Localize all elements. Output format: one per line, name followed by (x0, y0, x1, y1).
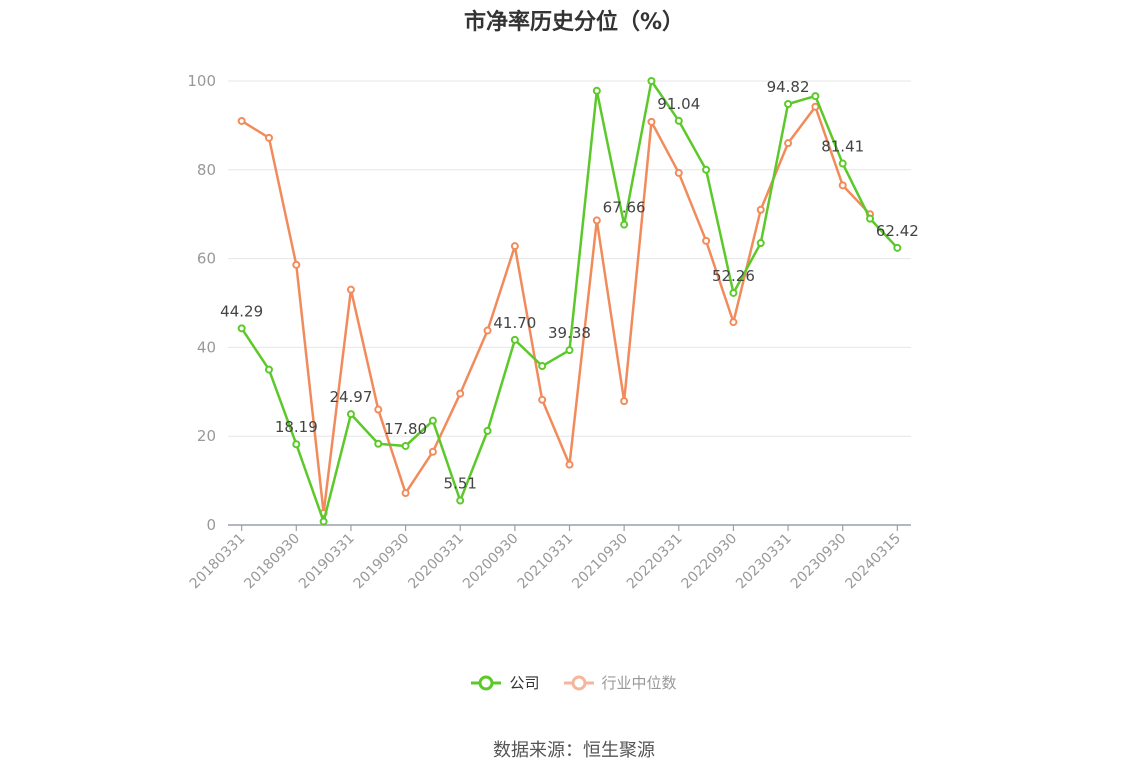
data-label: 67.66 (603, 199, 646, 217)
industry-data-point (456, 389, 465, 398)
company-data-point (866, 214, 875, 223)
company-data-point (237, 324, 246, 333)
company-data-point (401, 441, 410, 450)
x-tick-label: 20220331 (624, 531, 686, 593)
y-tick-label: 60 (197, 250, 216, 268)
data-label: 41.70 (493, 314, 536, 332)
company-data-point (893, 243, 902, 252)
legend-item-company[interactable]: 公司 (471, 672, 540, 693)
legend-industry-icon (563, 675, 594, 690)
industry-series-line (241, 105, 871, 515)
y-tick-label: 100 (187, 72, 216, 90)
grid-lines (228, 80, 911, 437)
source-note: 数据来源：恒生聚源 (493, 740, 655, 761)
data-label: 17.80 (384, 420, 427, 438)
company-data-point (456, 496, 465, 505)
y-tick-label: 80 (197, 161, 216, 179)
data-labels: 44.29 18.19 24.97 17.80 5.51 41.70 39.38 67.66 9… (220, 78, 919, 493)
data-label: 81.41 (821, 138, 864, 156)
y-tick-label: 40 (197, 338, 216, 356)
company-data-point (292, 440, 301, 449)
company-data-point (784, 99, 793, 108)
company-data-point (565, 346, 574, 355)
x-tick-label: 20230331 (733, 531, 795, 593)
x-tick-label: 20220930 (679, 531, 741, 593)
industry-data-point (428, 447, 437, 456)
industry-data-point (838, 181, 847, 190)
chart-title: 市净率历史分位（%） (463, 10, 685, 35)
series-lines (237, 77, 902, 526)
legend-label-company: 公司 (509, 674, 540, 692)
company-data-point (428, 416, 437, 425)
company-data-point (702, 165, 711, 174)
industry-data-point (565, 460, 574, 469)
company-data-point (264, 365, 273, 374)
company-data-point (729, 288, 738, 297)
data-label: 94.82 (767, 78, 810, 96)
x-tick-label: 20230930 (788, 531, 850, 593)
legend-item-industry[interactable]: 行业中位数 (563, 672, 677, 693)
industry-data-point (702, 236, 711, 245)
industry-data-point (647, 117, 656, 126)
data-label: 39.38 (548, 324, 591, 342)
industry-data-point (483, 326, 492, 335)
data-label: 44.29 (220, 302, 263, 320)
x-tick-label: 20190331 (296, 531, 358, 593)
x-tick-label: 20240315 (842, 531, 904, 593)
data-label: 91.04 (657, 95, 700, 113)
legend: 公司 行业中位数 (0, 672, 1148, 693)
industry-data-point (237, 116, 246, 125)
industry-data-point (401, 489, 410, 498)
company-data-point (592, 86, 601, 95)
company-data-point (838, 159, 847, 168)
industry-data-point (620, 397, 629, 406)
data-label: 62.42 (876, 222, 919, 240)
industry-data-point (784, 139, 793, 148)
industry-data-point (510, 242, 519, 251)
industry-data-point (729, 318, 738, 327)
industry-data-point (592, 216, 601, 225)
data-label: 5.51 (444, 475, 477, 493)
data-label: 18.19 (275, 418, 318, 436)
industry-data-point (811, 102, 820, 111)
industry-data-point (756, 205, 765, 214)
company-data-point (674, 116, 683, 125)
company-data-point (319, 517, 328, 526)
industry-data-point (374, 405, 383, 414)
company-data-point (510, 335, 519, 344)
industry-data-point (538, 395, 547, 404)
legend-label-industry: 行业中位数 (601, 674, 677, 692)
x-tick-label: 20210930 (569, 531, 631, 593)
industry-data-point (292, 260, 301, 269)
x-tick-label: 20190930 (351, 531, 413, 593)
company-data-point (538, 362, 547, 371)
legend-company-icon (471, 675, 502, 690)
y-tick-label: 0 (206, 516, 216, 534)
x-tick-label: 20200331 (405, 531, 467, 593)
company-data-point (346, 410, 355, 419)
x-tick-label: 20210331 (515, 531, 577, 593)
company-data-point (374, 439, 383, 448)
company-data-point (811, 92, 820, 101)
industry-data-point (674, 168, 683, 177)
x-tick-label: 20180930 (241, 531, 303, 593)
industry-data-point (264, 133, 273, 142)
data-label: 52.26 (712, 267, 755, 285)
company-data-point (647, 77, 656, 85)
data-label: 24.97 (329, 388, 372, 406)
company-data-point (483, 426, 492, 435)
company-data-point (620, 220, 629, 229)
x-tick-label: 20200930 (460, 531, 522, 593)
industry-data-point (346, 285, 355, 294)
y-tick-label: 20 (197, 427, 216, 445)
company-data-point (756, 239, 765, 248)
x-tick-label: 20180331 (187, 531, 249, 593)
